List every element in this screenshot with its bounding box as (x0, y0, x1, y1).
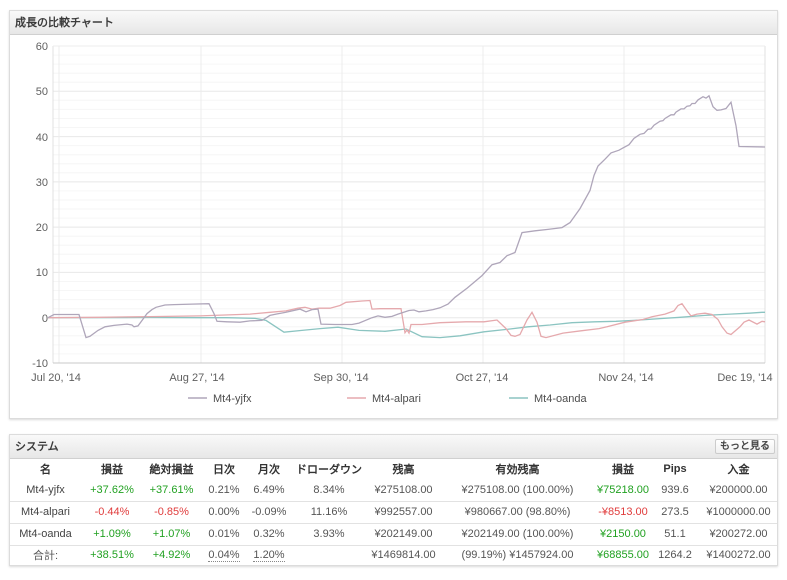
svg-text:40: 40 (36, 132, 48, 144)
svg-text:Nov 24, '14: Nov 24, '14 (598, 372, 653, 384)
svg-text:10: 10 (36, 267, 48, 279)
svg-text:60: 60 (36, 41, 48, 53)
svg-text:0: 0 (42, 313, 48, 325)
svg-text:Jul 20, '14: Jul 20, '14 (31, 372, 81, 384)
svg-text:20: 20 (36, 222, 48, 234)
svg-text:Sep 30, '14: Sep 30, '14 (313, 372, 368, 384)
svg-text:-10: -10 (32, 358, 48, 370)
svg-text:Mt4-yjfx: Mt4-yjfx (213, 393, 252, 405)
svg-text:50: 50 (36, 86, 48, 98)
svg-text:Mt4-oanda: Mt4-oanda (534, 393, 587, 405)
svg-text:30: 30 (36, 177, 48, 189)
svg-text:Dec 19, '14: Dec 19, '14 (717, 372, 772, 384)
svg-text:Mt4-alpari: Mt4-alpari (372, 393, 421, 405)
svg-text:Oct 27, '14: Oct 27, '14 (456, 372, 509, 384)
svg-text:Aug 27, '14: Aug 27, '14 (169, 372, 224, 384)
